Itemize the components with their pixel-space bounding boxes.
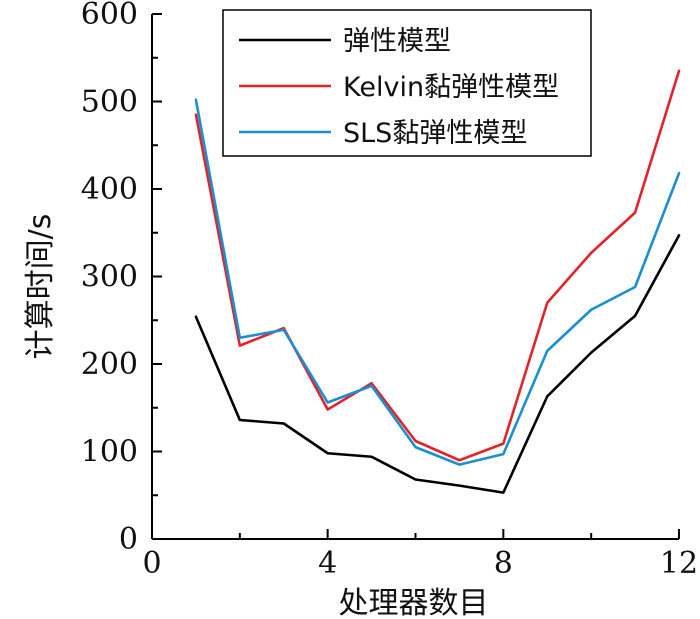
y-tick-label: 600 bbox=[81, 0, 138, 32]
series-line-0 bbox=[194, 234, 681, 494]
legend-label-2: SLS黏弹性模型 bbox=[343, 118, 527, 149]
x-tick-label: 8 bbox=[494, 546, 513, 581]
legend: 弹性模型 Kelvin黏弹性模型 SLS黏弹性模型 bbox=[222, 9, 592, 157]
y-tick-label: 200 bbox=[81, 347, 138, 382]
x-tick-label: 12 bbox=[660, 546, 698, 581]
series-lines bbox=[194, 69, 681, 494]
legend-label-1: Kelvin黏弹性模型 bbox=[343, 72, 559, 103]
series-line-2 bbox=[194, 98, 681, 466]
x-tick-label: 4 bbox=[318, 546, 337, 581]
y-axis-title: 计算时间/s bbox=[23, 214, 58, 360]
x-axis-title: 处理器数目 bbox=[339, 586, 489, 619]
y-tick-label: 300 bbox=[81, 260, 138, 295]
axes: 0 100 200 300 400 500 600 0 4 8 12 处理器数目 计算时间/s bbox=[23, 0, 698, 619]
x-tick-label: 0 bbox=[142, 546, 161, 581]
y-tick-label: 0 bbox=[119, 522, 138, 557]
y-tick-label: 400 bbox=[81, 172, 138, 207]
y-tick-label: 500 bbox=[81, 85, 138, 120]
y-tick-label: 100 bbox=[81, 435, 138, 470]
legend-label-0: 弹性模型 bbox=[343, 26, 451, 57]
